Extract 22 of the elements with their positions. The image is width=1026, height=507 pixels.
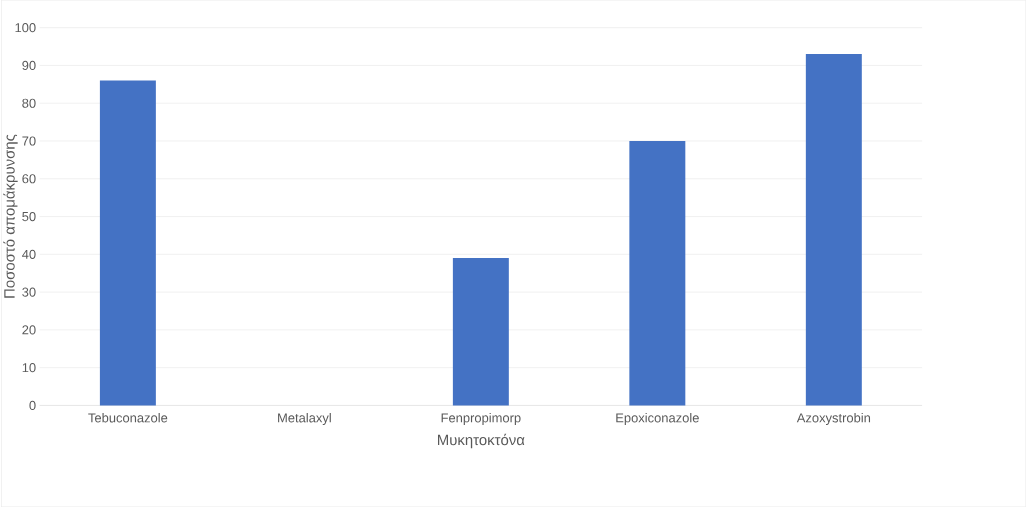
y-tick-label: 30 xyxy=(22,287,36,297)
y-tick-label: 70 xyxy=(22,136,36,146)
y-tick-label: 50 xyxy=(22,211,36,222)
x-tick-label: Fenpropimorp xyxy=(441,412,521,425)
y-tick-label: 80 xyxy=(22,98,36,108)
y-tick-label: 100 xyxy=(15,23,36,33)
x-axis-title: Μυκητοκτόνα xyxy=(438,433,525,449)
y-axis-title: Ποσοστό απομάκρυνσης xyxy=(3,134,18,298)
bar xyxy=(629,140,686,406)
y-tick-label: 60 xyxy=(22,174,36,184)
bar xyxy=(99,80,156,406)
bar xyxy=(805,54,862,406)
y-tick-label: 90 xyxy=(22,60,36,70)
x-tick-label: Epoxiconazole xyxy=(616,412,699,425)
y-tick-label: 0 xyxy=(29,400,36,410)
y-tick-label: 10 xyxy=(22,363,36,373)
x-tick-label: Tebuconazole xyxy=(88,412,168,423)
bar xyxy=(452,258,509,406)
x-tick-label: Metalaxyl xyxy=(278,412,331,425)
x-tick-label: Azoxystrobin xyxy=(796,412,871,425)
y-tick-label: 20 xyxy=(22,325,36,335)
y-tick-label: 40 xyxy=(22,249,36,259)
